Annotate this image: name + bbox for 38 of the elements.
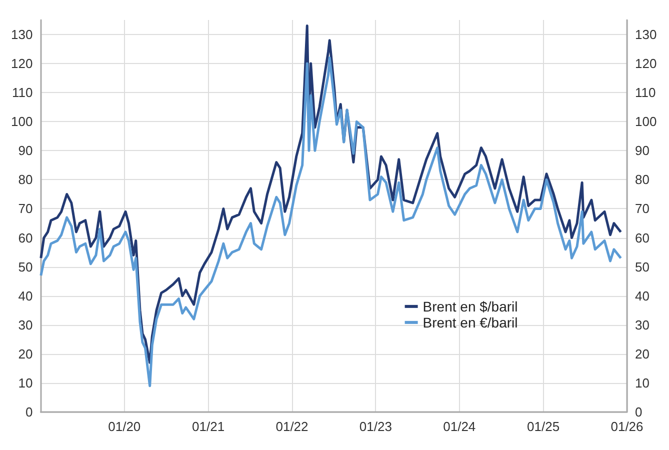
x-tick-label: 01/24: [443, 419, 476, 434]
y2-tick-label: 30: [635, 317, 650, 332]
y2-tick-label: 0: [635, 404, 642, 420]
legend-label: Brent en €/baril: [422, 314, 518, 330]
y-tick-label: 90: [18, 143, 33, 158]
y-tick-label: 10: [18, 375, 33, 390]
x-tick-label: 01/25: [527, 419, 560, 434]
y-tick-label: 80: [18, 172, 33, 188]
y-tick-label: 50: [18, 259, 33, 274]
y-tick-label: 70: [18, 201, 33, 216]
x-tick-label: 01/22: [276, 419, 308, 434]
y2-tick-label: 130: [635, 27, 657, 42]
y-tick-label: 60: [18, 230, 33, 246]
y2-tick-label: 70: [635, 201, 650, 216]
y2-tick-label: 110: [635, 85, 656, 100]
y-tick-label: 0: [25, 404, 33, 420]
y2-tick-label: 20: [635, 346, 650, 362]
y2-tick-label: 90: [635, 143, 650, 158]
y2-tick-label: 120: [635, 56, 657, 72]
y2-tick-label: 10: [635, 375, 650, 390]
y-tick-label: 20: [18, 346, 33, 362]
x-tick-label: 01/21: [192, 419, 225, 434]
x-tick-label: 01/26: [610, 419, 644, 434]
x-tick-label: 01/20: [108, 419, 141, 434]
y-tick-label: 130: [10, 27, 33, 42]
y-tick-label: 120: [10, 56, 33, 72]
y-tick-label: 40: [18, 288, 33, 304]
y2-tick-label: 40: [635, 288, 650, 304]
y2-tick-label: 50: [635, 259, 650, 274]
y-tick-label: 100: [10, 114, 33, 130]
line-series: [40, 56, 622, 388]
y2-tick-label: 60: [635, 230, 650, 246]
legend-label: Brent en $/baril: [422, 298, 518, 314]
x-tick-label: 01/23: [359, 419, 392, 434]
y2-tick-label: 100: [635, 114, 657, 130]
y2-tick-label: 80: [635, 172, 650, 188]
y-tick-label: 110: [12, 85, 33, 100]
y-tick-label: 30: [18, 317, 33, 332]
